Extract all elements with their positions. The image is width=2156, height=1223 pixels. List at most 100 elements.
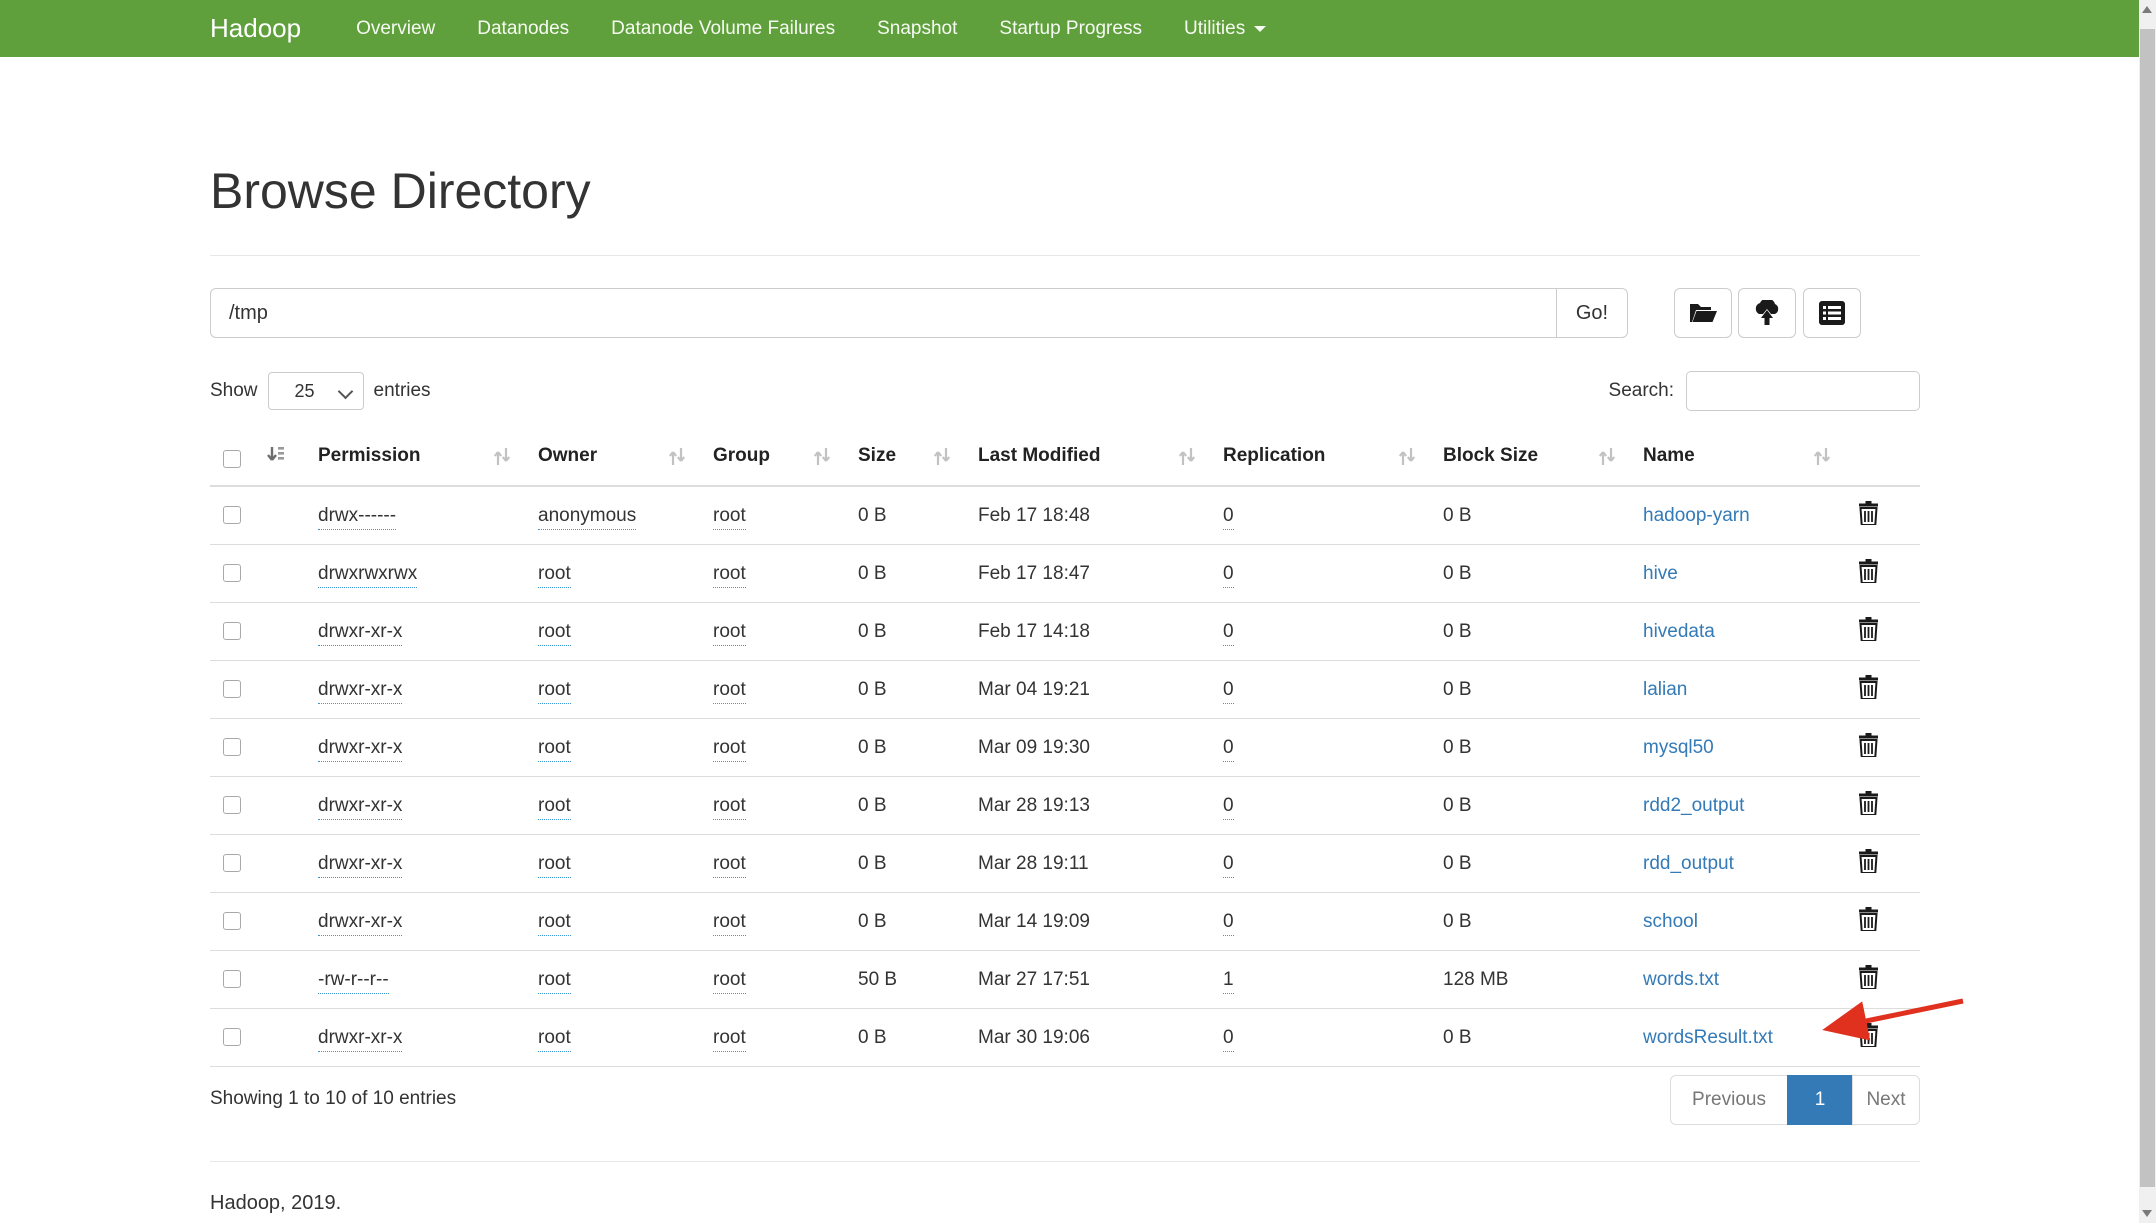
owner-cell[interactable]: root (538, 1026, 571, 1052)
owner-cell[interactable]: root (538, 678, 571, 704)
nav-item-snapshot[interactable]: Snapshot (877, 17, 958, 39)
scrollbar-thumb[interactable] (2140, 29, 2155, 1187)
file-list-button[interactable] (1803, 288, 1861, 338)
replication-cell[interactable]: 0 (1223, 736, 1234, 762)
replication-cell[interactable]: 0 (1223, 910, 1234, 936)
delete-file-button[interactable] (1858, 964, 1879, 992)
delete-file-button[interactable] (1858, 616, 1879, 644)
file-name-link[interactable]: hive (1643, 562, 1678, 584)
owner-cell[interactable]: root (538, 620, 571, 646)
file-name-link[interactable]: mysql50 (1643, 736, 1714, 758)
header-owner[interactable]: Owner (525, 432, 700, 487)
delete-file-button[interactable] (1858, 790, 1879, 818)
file-name-link[interactable]: school (1643, 910, 1698, 932)
header-permission[interactable]: Permission (305, 432, 525, 487)
create-directory-button[interactable] (1674, 288, 1732, 338)
group-cell[interactable]: root (713, 562, 746, 588)
group-cell[interactable]: root (713, 1026, 746, 1052)
replication-cell[interactable]: 0 (1223, 504, 1234, 530)
file-name-link[interactable]: hivedata (1643, 620, 1715, 642)
file-name-link[interactable]: rdd_output (1643, 852, 1734, 874)
pagination-previous[interactable]: Previous (1670, 1075, 1788, 1125)
replication-cell[interactable]: 0 (1223, 852, 1234, 878)
permission-cell[interactable]: drwxr-xr-x (318, 678, 403, 704)
permission-cell[interactable]: drwxr-xr-x (318, 620, 403, 646)
delete-file-button[interactable] (1858, 732, 1879, 760)
vertical-scrollbar[interactable] (2139, 0, 2156, 1223)
nav-item-startup-progress[interactable]: Startup Progress (999, 17, 1142, 39)
owner-cell[interactable]: root (538, 794, 571, 820)
pagination-page-1[interactable]: 1 (1787, 1075, 1853, 1125)
group-cell[interactable]: root (713, 620, 746, 646)
header-group[interactable]: Group (700, 432, 845, 487)
row-checkbox[interactable] (223, 796, 241, 815)
file-name-link[interactable]: wordsResult.txt (1643, 1026, 1773, 1048)
permission-cell[interactable]: drwxr-xr-x (318, 852, 403, 878)
owner-cell[interactable]: root (538, 736, 571, 762)
file-name-link[interactable]: hadoop-yarn (1643, 504, 1750, 526)
row-checkbox[interactable] (223, 622, 241, 641)
row-checkbox[interactable] (223, 970, 241, 989)
owner-cell[interactable]: root (538, 852, 571, 878)
scroll-down-icon[interactable] (2142, 1210, 2152, 1217)
file-name-link[interactable]: lalian (1643, 678, 1688, 700)
permission-cell[interactable]: drwxr-xr-x (318, 1026, 403, 1052)
upload-file-button[interactable] (1738, 288, 1796, 338)
group-cell[interactable]: root (713, 852, 746, 878)
scroll-up-icon[interactable] (2142, 6, 2152, 13)
header-name[interactable]: Name (1630, 432, 1845, 487)
delete-file-button[interactable] (1858, 674, 1879, 702)
replication-cell[interactable]: 0 (1223, 1026, 1234, 1052)
row-checkbox[interactable] (223, 564, 241, 583)
delete-file-button[interactable] (1858, 906, 1879, 934)
replication-cell[interactable]: 0 (1223, 794, 1234, 820)
owner-cell[interactable]: root (538, 910, 571, 936)
owner-cell[interactable]: root (538, 968, 571, 994)
group-cell[interactable]: root (713, 794, 746, 820)
group-cell[interactable]: root (713, 736, 746, 762)
owner-cell[interactable]: anonymous (538, 504, 637, 530)
nav-item-overview[interactable]: Overview (356, 17, 436, 39)
replication-cell[interactable]: 1 (1223, 968, 1234, 994)
permission-cell[interactable]: drwxr-xr-x (318, 736, 403, 762)
delete-file-button[interactable] (1858, 848, 1879, 876)
permission-cell[interactable]: -rw-r--r-- (318, 968, 389, 994)
permission-cell[interactable]: drwx------ (318, 504, 397, 530)
row-checkbox[interactable] (223, 738, 241, 757)
delete-file-button[interactable] (1858, 1022, 1879, 1050)
permission-cell[interactable]: drwxr-xr-x (318, 794, 403, 820)
nav-item-datanode-volume-failures[interactable]: Datanode Volume Failures (611, 17, 836, 39)
permission-cell[interactable]: drwxrwxrwx (318, 562, 418, 588)
select-all-checkbox[interactable] (223, 449, 241, 468)
sort-asc-icon[interactable] (267, 446, 284, 471)
row-checkbox[interactable] (223, 506, 241, 525)
row-checkbox[interactable] (223, 854, 241, 873)
header-last-modified[interactable]: Last Modified (965, 432, 1210, 487)
page-size-select[interactable]: 25 (267, 372, 364, 410)
replication-cell[interactable]: 0 (1223, 562, 1234, 588)
search-input[interactable] (1686, 371, 1920, 411)
group-cell[interactable]: root (713, 504, 746, 530)
delete-file-button[interactable] (1858, 558, 1879, 586)
header-block-size[interactable]: Block Size (1430, 432, 1630, 487)
row-checkbox[interactable] (223, 912, 241, 931)
pagination-next[interactable]: Next (1852, 1075, 1920, 1125)
replication-cell[interactable]: 0 (1223, 678, 1234, 704)
replication-cell[interactable]: 0 (1223, 620, 1234, 646)
row-checkbox[interactable] (223, 680, 241, 699)
header-replication[interactable]: Replication (1210, 432, 1430, 487)
group-cell[interactable]: root (713, 910, 746, 936)
navbar-brand[interactable]: Hadoop (210, 13, 302, 43)
file-name-link[interactable]: words.txt (1643, 968, 1720, 990)
header-size[interactable]: Size (845, 432, 965, 487)
nav-item-datanodes[interactable]: Datanodes (477, 17, 570, 39)
delete-file-button[interactable] (1858, 500, 1879, 528)
row-checkbox[interactable] (223, 1028, 241, 1047)
owner-cell[interactable]: root (538, 562, 571, 588)
nav-item-utilities[interactable]: Utilities (1163, 0, 1287, 57)
group-cell[interactable]: root (713, 678, 746, 704)
file-name-link[interactable]: rdd2_output (1643, 794, 1745, 816)
directory-path-input[interactable] (210, 288, 1557, 338)
go-button[interactable]: Go! (1556, 288, 1628, 338)
group-cell[interactable]: root (713, 968, 746, 994)
